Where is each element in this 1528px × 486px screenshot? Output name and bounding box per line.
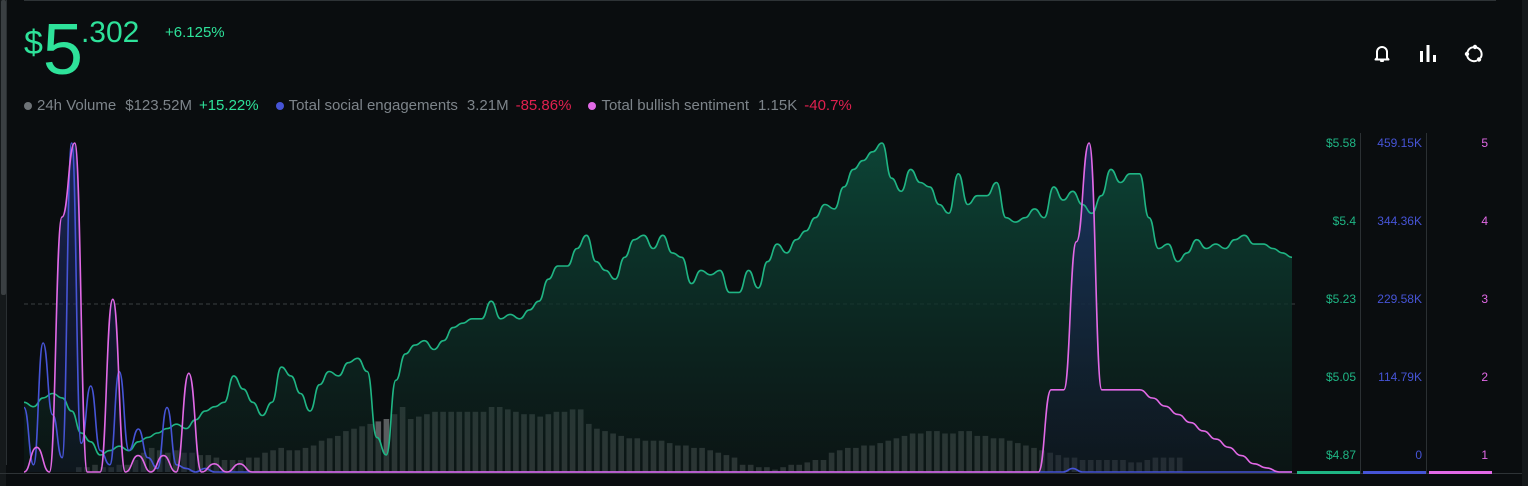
- legend-change-bullish: -40.7%: [804, 97, 852, 114]
- legend-label-volume[interactable]: 24h Volume: [37, 97, 117, 114]
- legend-label-bullish[interactable]: Total bullish sentiment: [601, 97, 750, 114]
- price-currency: $: [24, 24, 43, 62]
- price-axis-tick: $5.58: [1325, 136, 1356, 150]
- chart-baseline: [0, 473, 1522, 474]
- legend-change-social: -85.86%: [515, 97, 572, 114]
- price-axis-color-bar: [1297, 471, 1360, 474]
- bullish-axis-tick: 3: [1481, 292, 1488, 306]
- price-area: [24, 143, 1292, 472]
- bullish-axis-tick: 5: [1481, 136, 1488, 150]
- bullish-axis-color-bar: [1429, 471, 1492, 474]
- price-change: +6.125%: [165, 24, 225, 41]
- social-axis-color-bar: [1363, 471, 1426, 474]
- legend-dot-social: [275, 101, 284, 110]
- share-icon[interactable]: [1462, 42, 1486, 66]
- bar-chart-icon[interactable]: [1416, 42, 1440, 66]
- price-axis-tick: $4.87: [1325, 448, 1356, 462]
- bell-icon[interactable]: [1370, 42, 1394, 66]
- axis-separator-1: [1360, 133, 1361, 473]
- chart-legend: 24h Volume $123.52M +15.22% Total social…: [24, 97, 869, 114]
- legend-change-volume: +15.22%: [198, 97, 259, 114]
- legend-value-bullish: 1.15K: [758, 97, 798, 114]
- axis-separator-2: [1426, 133, 1427, 473]
- right-scrollbar-track[interactable]: [1522, 0, 1528, 486]
- legend-value-social: 3.21M: [466, 97, 509, 114]
- bullish-axis-tick: 4: [1481, 214, 1488, 228]
- price-axis-tick: $5.4: [1332, 214, 1356, 228]
- social-axis-tick: 114.79K: [1378, 370, 1422, 384]
- social-axis-tick: 229.58K: [1377, 292, 1422, 306]
- panel-left-border: [6, 0, 7, 465]
- social-axis-tick: 459.15K: [1377, 136, 1422, 150]
- panel-top-border: [24, 0, 1496, 1]
- bullish-area: [24, 143, 1292, 472]
- bullish-axis-tick: 2: [1481, 370, 1488, 384]
- legend-label-social[interactable]: Total social engagements: [288, 97, 458, 114]
- price-axis-tick: $5.23: [1325, 292, 1356, 306]
- price-integer: 5: [42, 10, 83, 90]
- bullish-line: [23, 142, 1292, 473]
- price-social-chart[interactable]: [0, 0, 1296, 486]
- legend-dot-bullish: [588, 101, 597, 110]
- legend-value-volume: $123.52M: [125, 97, 192, 114]
- price-axis-tick: $5.05: [1325, 370, 1356, 384]
- chart-toolbar: [1370, 42, 1486, 66]
- social-axis-tick: 344.36K: [1377, 214, 1422, 228]
- current-price: $ 5 .302: [24, 14, 139, 86]
- social-axis-tick: 0: [1415, 448, 1422, 462]
- page-scrollbar-thumb[interactable]: [1, 0, 6, 295]
- legend-dot-volume: [24, 101, 32, 110]
- bullish-axis-tick: 1: [1481, 448, 1488, 462]
- price-decimal: .302: [80, 16, 140, 49]
- price-line: [23, 142, 1293, 456]
